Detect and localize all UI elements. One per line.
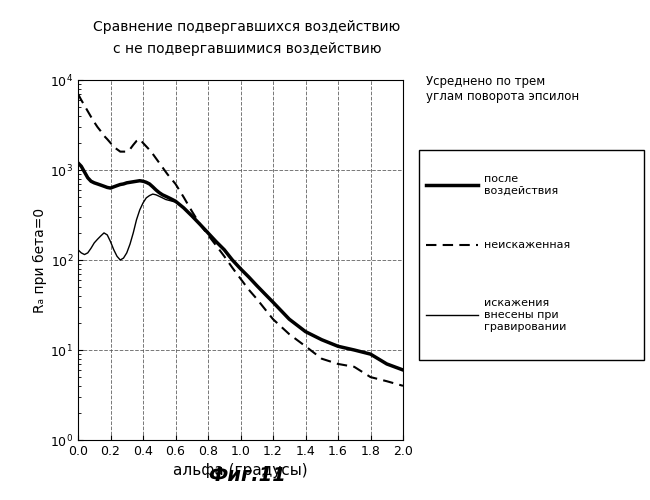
Text: искажения
внесены при
гравировании: искажения внесены при гравировании xyxy=(484,298,567,332)
Text: с не подвергавшимися воздействию: с не подвергавшимися воздействию xyxy=(112,42,382,56)
Text: Сравнение подвергавшихся воздействию: Сравнение подвергавшихся воздействию xyxy=(94,20,400,34)
X-axis label: альфа (градусы): альфа (градусы) xyxy=(173,464,308,478)
Y-axis label: Rₐ при бета=0: Rₐ при бета=0 xyxy=(33,208,47,312)
Text: после
воздействия: после воздействия xyxy=(484,174,558,196)
Text: Усреднено по трем
углам поворота эпсилон: Усреднено по трем углам поворота эпсилон xyxy=(426,75,579,103)
Text: неискаженная: неискаженная xyxy=(484,240,571,250)
Text: Фиг.11: Фиг.11 xyxy=(208,466,286,485)
